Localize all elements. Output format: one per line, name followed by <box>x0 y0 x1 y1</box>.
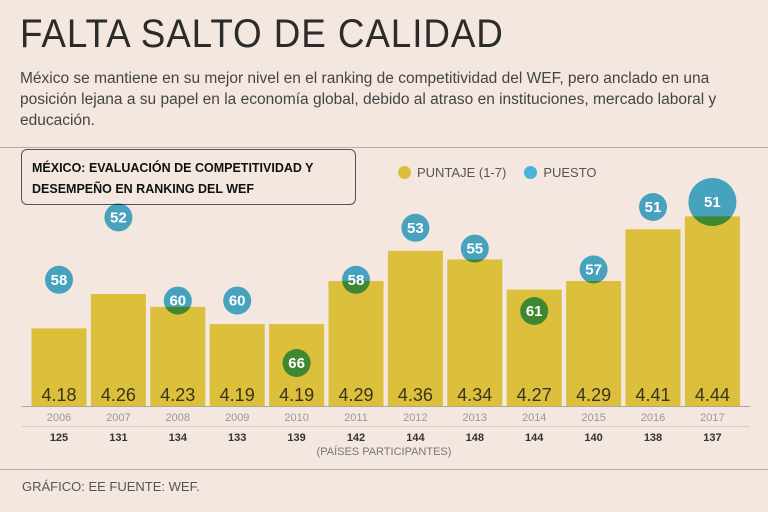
x-tick-label: 2007 <box>106 412 130 424</box>
bar-value-label: 4.41 <box>635 385 670 405</box>
rank-label: 60 <box>229 293 246 310</box>
bar-value-label: 4.19 <box>220 385 255 405</box>
participants-count: 142 <box>347 432 365 444</box>
legend-swatch-score <box>398 166 411 179</box>
participants-count: 137 <box>703 432 721 444</box>
bar-value-label: 4.34 <box>457 385 492 405</box>
participants-count: 134 <box>169 432 188 444</box>
bar-2011 <box>328 281 384 406</box>
bar-2015 <box>566 281 622 406</box>
participants-count: 138 <box>644 432 662 444</box>
bar-2007 <box>90 293 146 406</box>
bar-value-label: 4.27 <box>517 385 552 405</box>
bar-2016 <box>625 229 681 406</box>
rank-bubble-2011 <box>342 265 370 294</box>
rank-bubble-2013 <box>460 234 489 263</box>
x-tick-label: 2015 <box>581 412 605 424</box>
participants-count: 148 <box>466 432 484 444</box>
rank-label: 55 <box>466 241 483 258</box>
participants-count: 125 <box>50 432 68 444</box>
bottom-divider <box>0 469 768 470</box>
legend: PUNTAJE (1-7) PUESTO <box>398 165 597 180</box>
rank-bubble-2009 <box>223 286 252 315</box>
x-tick-label: 2012 <box>403 412 427 424</box>
bar-value-label: 4.29 <box>338 385 373 405</box>
legend-label-score: PUNTAJE (1-7) <box>417 165 507 180</box>
bar-2012 <box>387 250 443 406</box>
bar-value-label: 4.19 <box>279 385 314 405</box>
rank-bubble-2006 <box>45 265 73 294</box>
chart-title: MÉXICO: EVALUACIÓN DE COMPETITIVIDAD Y D… <box>21 149 356 205</box>
bar-2009 <box>209 324 265 406</box>
participants-count: 131 <box>109 432 127 444</box>
bar-2006 <box>31 328 87 406</box>
x-tick-label: 2009 <box>225 412 249 424</box>
x-tick-label: 2013 <box>463 412 487 424</box>
rank-label: 52 <box>110 209 127 226</box>
participants-count: 144 <box>406 432 425 444</box>
page-title: FALTA SALTO DE CALIDAD <box>20 12 504 56</box>
rank-label: 58 <box>51 272 68 289</box>
bar-2008 <box>150 306 206 406</box>
participants-count: 139 <box>287 432 305 444</box>
rank-bubble-2016 <box>639 193 667 221</box>
x-tick-label: 2011 <box>344 412 368 424</box>
rank-label: 51 <box>704 194 721 211</box>
bar-value-label: 4.23 <box>160 385 195 405</box>
bar-2017 <box>684 216 740 406</box>
participants-count: 144 <box>525 432 544 444</box>
x-tick-label: 2017 <box>700 412 724 424</box>
participants-count: 133 <box>228 432 246 444</box>
rank-label: 58 <box>348 272 365 289</box>
top-divider <box>0 147 768 148</box>
x-tick-label: 2010 <box>284 412 308 424</box>
bar-value-label: 4.36 <box>398 385 433 405</box>
rank-label: 66 <box>288 355 305 372</box>
rank-bubble-2012 <box>401 213 430 242</box>
rank-bubble-2007 <box>104 203 133 232</box>
legend-label-rank: PUESTO <box>543 165 597 180</box>
rank-label: 53 <box>407 220 424 237</box>
bar-value-label: 4.44 <box>695 385 730 405</box>
x-tick-label: 2006 <box>47 412 71 424</box>
participants-label: (PAÍSES PARTICIPANTES) <box>316 446 452 458</box>
x-tick-label: 2008 <box>166 412 190 424</box>
participants-count: 140 <box>584 432 602 444</box>
bar-value-label: 4.18 <box>41 385 76 405</box>
rank-label: 61 <box>526 303 543 320</box>
bar-value-label: 4.26 <box>101 385 136 405</box>
x-tick-label: 2016 <box>641 412 665 424</box>
rank-bubble-2017 <box>688 178 737 226</box>
rank-bubble-2014 <box>520 297 549 325</box>
rank-label: 60 <box>169 293 186 310</box>
rank-bubble-2008 <box>163 286 192 315</box>
bar-2013 <box>447 259 503 406</box>
rank-bubble-2015 <box>579 255 608 284</box>
rank-label: 51 <box>645 199 662 216</box>
x-tick-label: 2014 <box>522 412 546 424</box>
footer-credit: GRÁFICO: EE FUENTE: WEF. <box>22 479 200 494</box>
rank-label: 57 <box>585 261 602 278</box>
rank-bubble-2010 <box>282 349 311 377</box>
page-subtitle: México se mantiene en su mejor nivel en … <box>20 70 717 129</box>
bar-value-label: 4.29 <box>576 385 611 405</box>
legend-swatch-rank <box>524 166 538 179</box>
